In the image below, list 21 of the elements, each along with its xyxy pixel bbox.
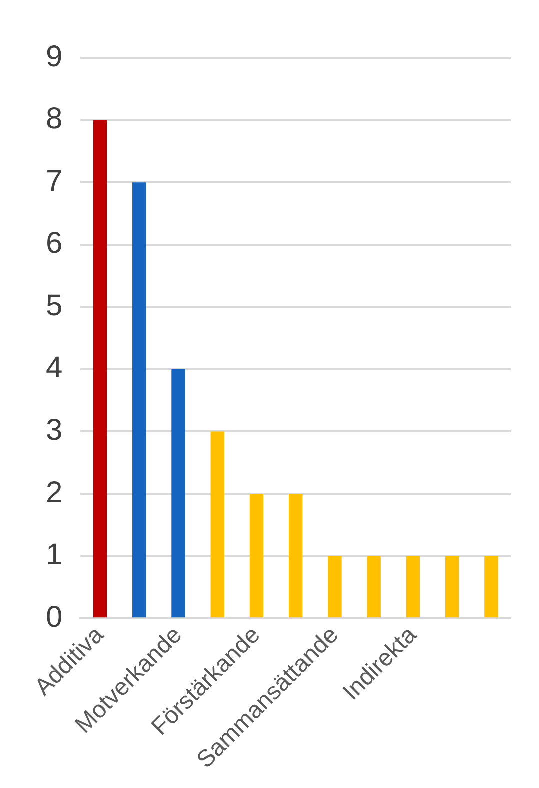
bar (288, 494, 303, 618)
y-tick-label: 8 (46, 102, 63, 136)
y-tick-label: 4 (46, 352, 63, 385)
y-tick-label: 3 (46, 414, 63, 448)
bar (172, 369, 186, 618)
bar (93, 120, 108, 618)
bar (406, 556, 420, 618)
bar (250, 494, 264, 618)
bar (132, 182, 146, 618)
bar (328, 556, 342, 618)
bar (445, 556, 460, 618)
y-tick-label: 6 (46, 227, 63, 260)
bar (210, 432, 224, 618)
y-tick-label: 5 (46, 289, 63, 322)
y-tick-label: 7 (46, 164, 63, 198)
bar (484, 556, 498, 618)
y-tick-label: 9 (46, 40, 63, 74)
y-tick-label: 1 (46, 538, 63, 572)
bar (367, 556, 381, 618)
y-tick-label: 0 (46, 600, 63, 634)
y-tick-label: 2 (46, 476, 63, 510)
